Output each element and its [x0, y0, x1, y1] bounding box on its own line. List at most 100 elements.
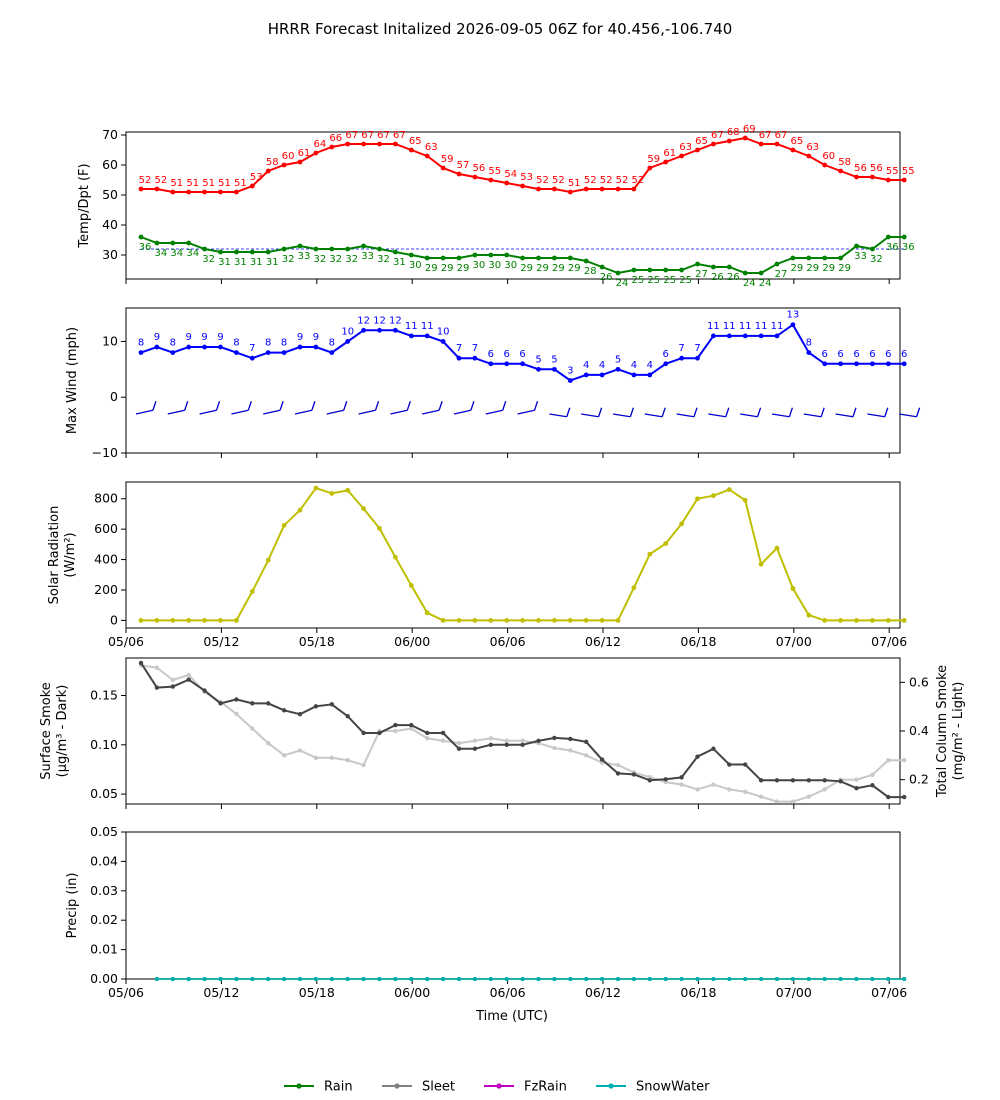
surface-smoke-point [472, 746, 478, 751]
precip-snowwater-point [250, 977, 255, 981]
max-wind-data-label: 5 [551, 354, 557, 365]
solar-radiation-point [377, 525, 382, 531]
temp-point [234, 189, 239, 195]
temp-data-label: 67 [393, 130, 406, 141]
max-wind-point [742, 333, 748, 339]
temp-point [265, 168, 271, 174]
wind-barb [167, 409, 185, 415]
temp-point [663, 159, 669, 165]
max-wind-point [249, 355, 255, 361]
wind-barb [644, 413, 663, 418]
temp-data-label: 61 [298, 148, 311, 159]
dewpoint-data-label: 25 [679, 275, 692, 286]
precip-snowwater-point [902, 977, 907, 981]
dewpoint-point [885, 234, 891, 240]
solar-radiation-point [726, 487, 732, 493]
max-wind-data-label: 8 [806, 338, 812, 349]
dewpoint-point [599, 264, 605, 270]
dewpoint-point [154, 240, 160, 246]
precip-snowwater-point [695, 977, 700, 981]
dewpoint-point [854, 243, 859, 249]
temp-point [790, 147, 796, 153]
temp-data-label: 66 [329, 133, 342, 144]
surface-smoke-point [886, 794, 891, 800]
max-wind-point [520, 361, 525, 367]
y-axis-label-line: (μg/m³ - Dark) [55, 685, 70, 778]
y-axis-label-right: Total Column Smoke(mg/m² - Light) [935, 665, 966, 798]
max-wind-point [870, 361, 875, 367]
y-tick-label: 0.05 [90, 824, 118, 839]
surface-smoke-point [838, 779, 843, 784]
max-wind-data-label: 9 [313, 332, 319, 343]
surface-smoke-point [425, 730, 430, 736]
dewpoint-data-label: 29 [568, 263, 581, 274]
dewpoint-point [552, 255, 557, 261]
solar-radiation-point [488, 617, 494, 623]
y-tick-label: 50 [102, 187, 118, 202]
temp-data-label: 59 [441, 154, 454, 165]
panel-4: 0.05 0.10 0.15 0.2 0.4 0.6 Surface Smoke(μg/m³… [39, 657, 966, 809]
surface-smoke-point [170, 684, 175, 689]
max-wind-data-label: 10 [437, 326, 450, 337]
total-column-smoke-point [615, 762, 621, 768]
dewpoint-point [504, 252, 510, 258]
temp-point [504, 180, 510, 186]
temp-data-label: 51 [234, 178, 247, 189]
temp-data-label: 51 [202, 178, 215, 189]
y-axis-label-line: Precip (in) [65, 873, 80, 939]
solar-radiation-point [154, 617, 160, 623]
y-tick-label: 0.04 [90, 853, 118, 868]
y-axis-label-line: Total Column Smoke [935, 665, 950, 798]
dewpoint-data-label: 29 [425, 263, 438, 274]
max-wind-data-label: 6 [837, 349, 843, 360]
precip-snowwater-point [472, 977, 477, 981]
wind-barb-flag [406, 401, 411, 411]
dewpoint-data-label: 30 [473, 260, 486, 271]
solar-radiation-point [583, 617, 589, 623]
dewpoint-data-label: 32 [377, 254, 390, 265]
total-column-smoke-point [186, 672, 191, 678]
panel-3: 05/06 05/12 05/18 06/00 06/06 06/12 06/18 07/00… [47, 481, 907, 649]
max-wind-point [424, 333, 430, 339]
max-wind-data-label: 4 [583, 360, 589, 371]
solar-radiation-point [567, 617, 573, 623]
solar-radiation-point [536, 617, 541, 623]
precip-snowwater-point [647, 977, 652, 981]
solar-radiation-point [440, 617, 446, 623]
surface-smoke-point [774, 778, 780, 783]
dewpoint-point [822, 255, 828, 261]
temp-point [218, 189, 223, 195]
surface-smoke-point [758, 778, 764, 783]
x-axis-label: Time (UTC) [475, 1009, 548, 1024]
temp-data-label: 55 [886, 166, 899, 177]
precip-snowwater-point [663, 977, 668, 981]
max-wind-data-label: 6 [853, 349, 859, 360]
dewpoint-data-label: 24 [759, 278, 772, 289]
dewpoint-data-label: 29 [838, 263, 851, 274]
max-wind-point [440, 339, 446, 344]
solar-radiation-point [885, 617, 891, 623]
dewpoint-data-label: 26 [711, 272, 724, 283]
max-wind-point [885, 361, 891, 367]
dewpoint-point [806, 255, 812, 261]
temp-point [361, 141, 366, 147]
dewpoint-data-label: 31 [250, 257, 263, 268]
temp-point [440, 165, 446, 171]
dewpoint-point [790, 255, 796, 261]
dewpoint-point [615, 270, 621, 276]
x-tick-label: 05/06 [108, 634, 144, 649]
max-wind-data-label: 7 [249, 343, 255, 354]
max-wind-point [726, 333, 732, 339]
dewpoint-data-label: 25 [663, 275, 676, 286]
dewpoint-data-label: 34 [170, 248, 183, 259]
max-wind-data-label: 6 [901, 349, 907, 360]
panel-frame [125, 831, 901, 980]
max-wind-point [456, 355, 462, 361]
wind-barb [803, 413, 822, 418]
solar-radiation-point [711, 493, 716, 499]
surface-smoke-point [281, 708, 287, 713]
max-wind-point [663, 361, 669, 367]
x-tick-label: 07/00 [776, 634, 812, 649]
dewpoint-data-label: 30 [488, 260, 501, 271]
solar-radiation-point [615, 617, 621, 623]
